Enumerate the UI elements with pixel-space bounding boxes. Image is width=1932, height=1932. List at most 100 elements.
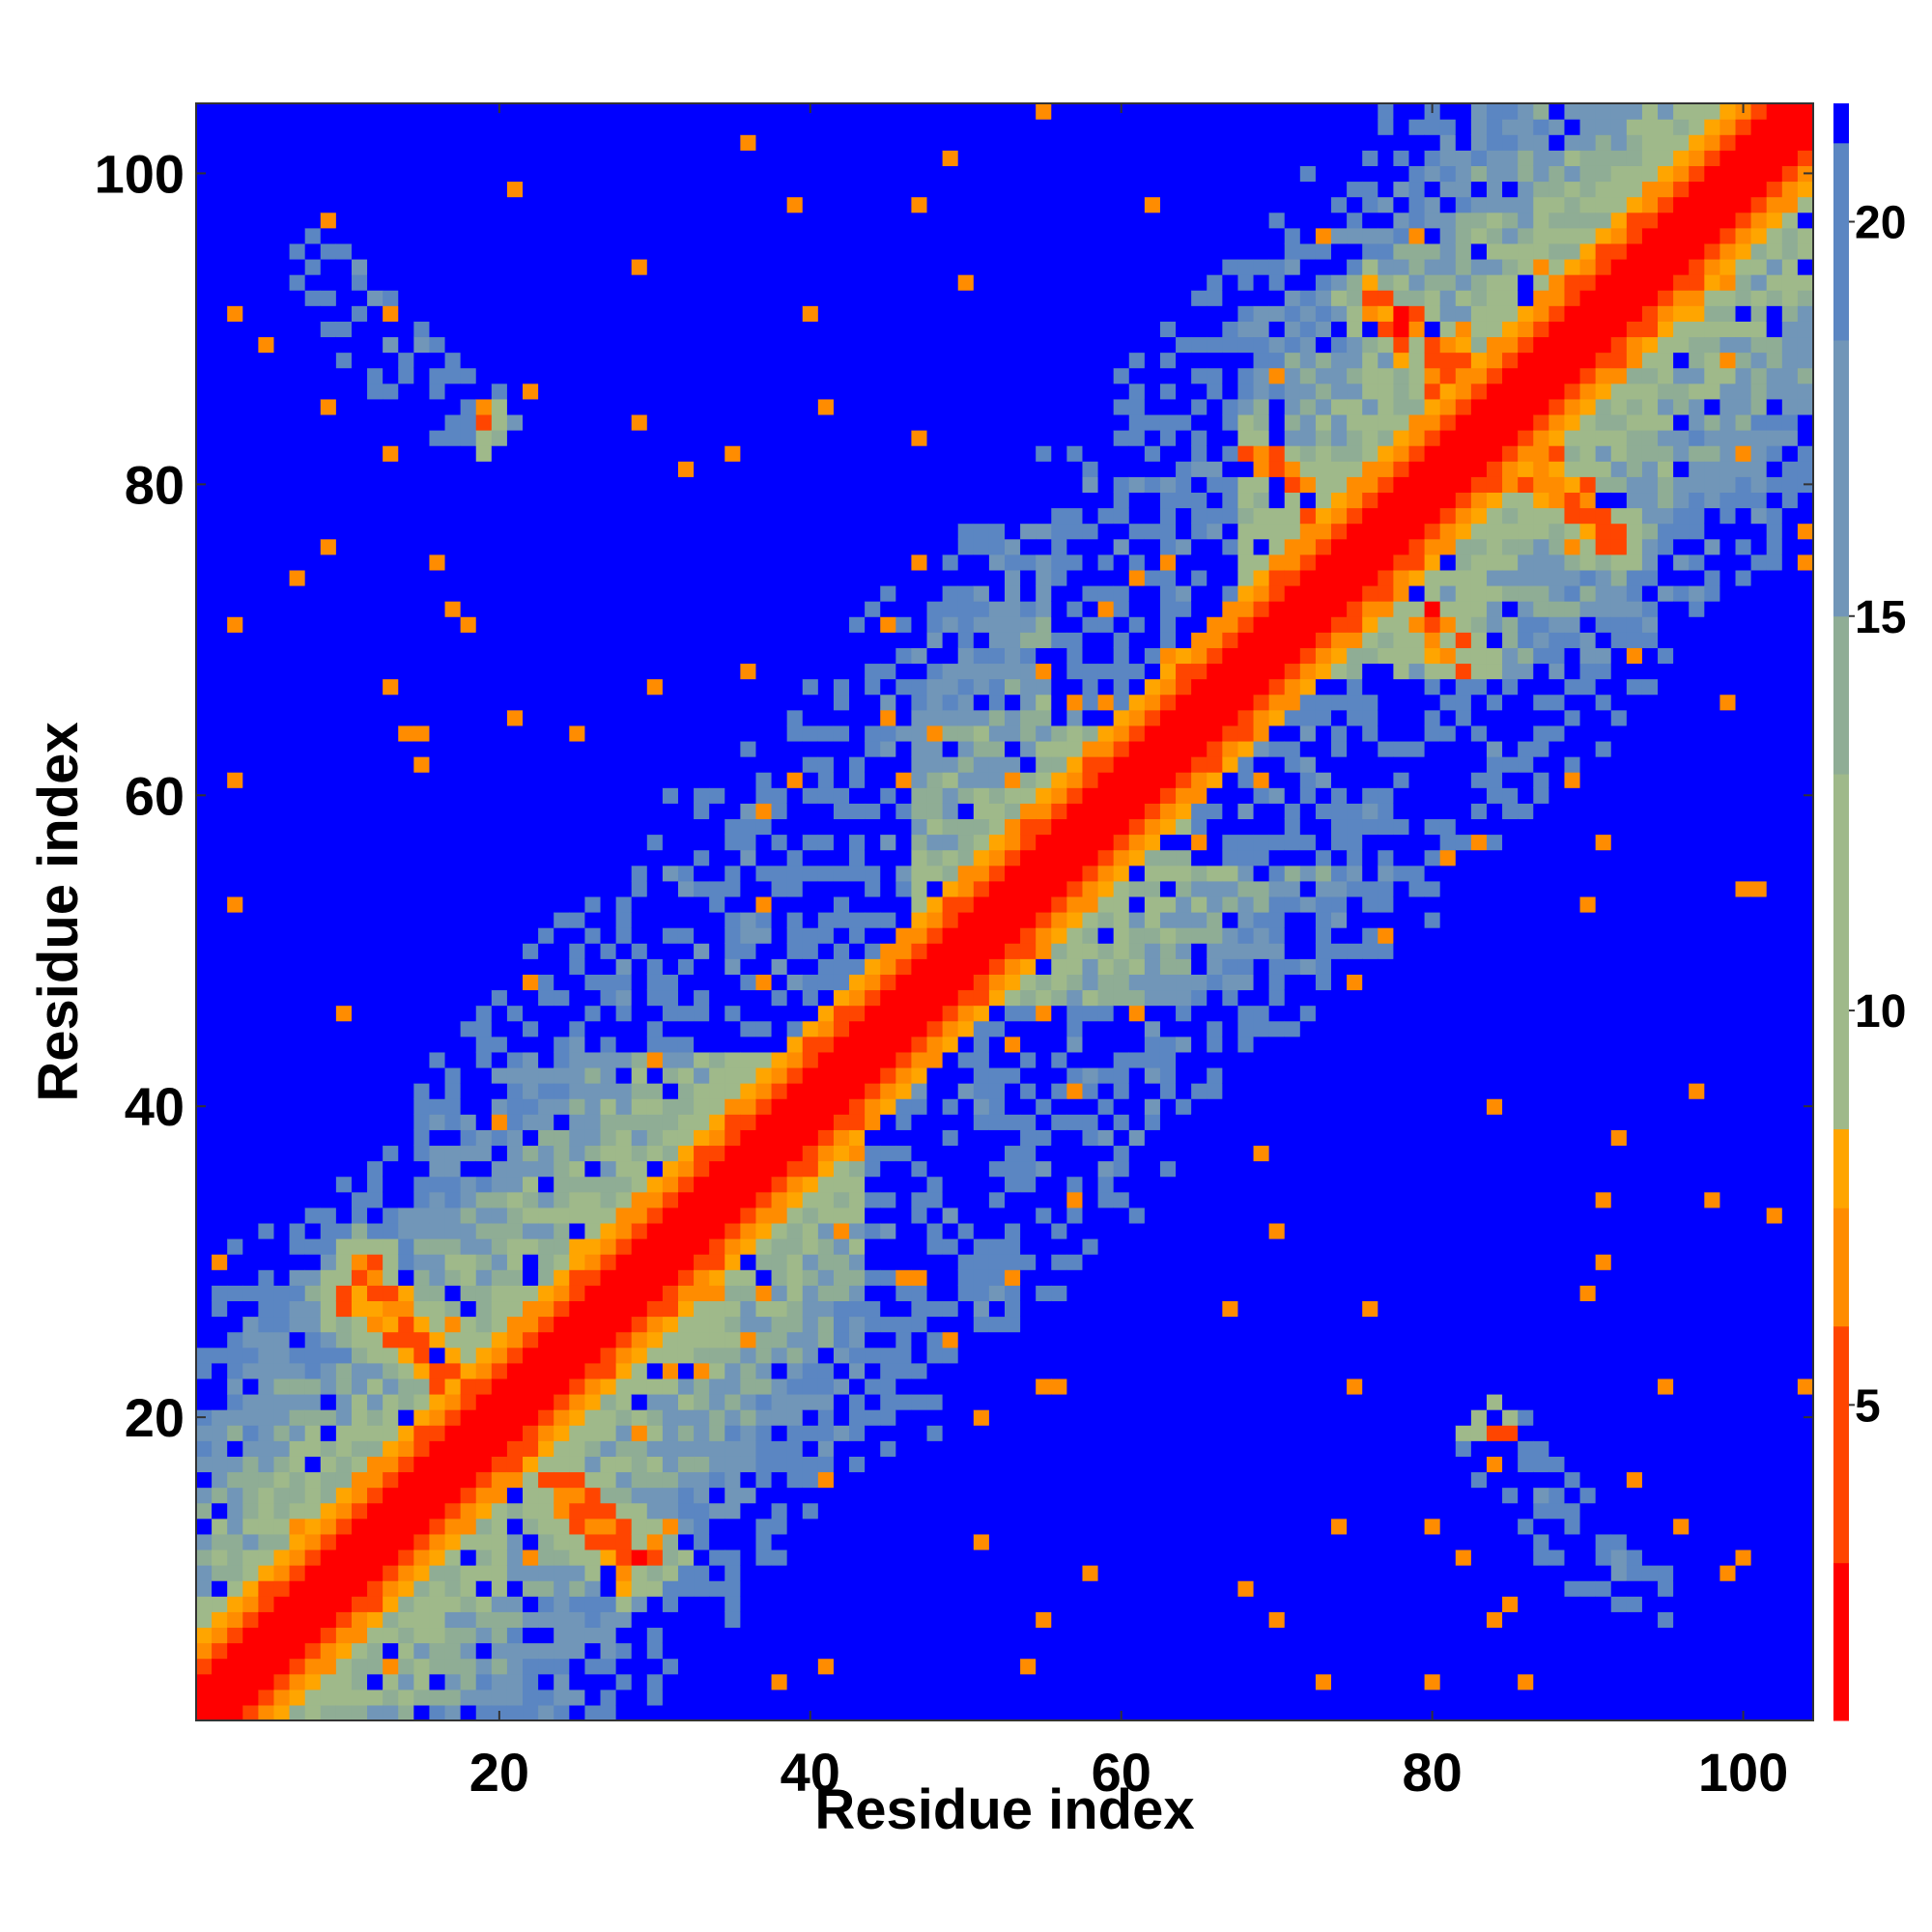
heatmap-cell [694, 196, 710, 213]
heatmap-cell [413, 1362, 431, 1379]
heatmap-cell [631, 927, 648, 944]
heatmap-cell [335, 663, 353, 680]
heatmap-cell [926, 1176, 944, 1193]
heatmap-cell [833, 413, 850, 431]
heatmap-cell [475, 1658, 493, 1675]
heatmap-cell [724, 927, 741, 944]
heatmap-cell [475, 476, 493, 494]
heatmap-cell [584, 632, 602, 648]
heatmap-cell [771, 336, 788, 354]
heatmap-cell [383, 740, 399, 757]
heatmap-cell [802, 1548, 819, 1566]
heatmap-cell [677, 1176, 695, 1193]
heatmap-cell [911, 880, 928, 897]
heatmap-cell [491, 1471, 508, 1489]
heatmap-cell [523, 242, 539, 260]
heatmap-cell [538, 305, 554, 322]
heatmap-cell [258, 290, 275, 306]
heatmap-cell [538, 880, 554, 897]
heatmap-cell [646, 1114, 664, 1130]
heatmap-cell [895, 1300, 913, 1318]
heatmap-cell [786, 1658, 804, 1675]
heatmap-cell [755, 1083, 773, 1099]
heatmap-cell [320, 989, 337, 1007]
heatmap-cell [786, 165, 804, 183]
heatmap-cell [849, 1207, 866, 1224]
heatmap-cell [351, 958, 368, 975]
heatmap-cell [833, 430, 850, 446]
heatmap-cell [911, 1518, 928, 1535]
heatmap-cell [242, 756, 259, 773]
heatmap-cell [817, 1254, 835, 1270]
heatmap-cell [351, 383, 368, 400]
heatmap-cell [786, 834, 804, 851]
heatmap-cell [724, 258, 741, 275]
heatmap-cell [491, 1425, 508, 1441]
heatmap-cell [523, 1114, 539, 1130]
heatmap-cell [724, 1098, 741, 1115]
heatmap-cell [289, 569, 306, 586]
heatmap-cell [413, 1440, 431, 1457]
heatmap-cell [506, 1393, 524, 1410]
heatmap-cell [413, 1393, 431, 1410]
heatmap-cell [429, 1083, 446, 1099]
heatmap-cell [335, 1083, 353, 1099]
heatmap-cell [444, 1596, 462, 1612]
heatmap-cell [817, 507, 835, 525]
heatmap-cell [304, 663, 322, 680]
heatmap-cell [615, 134, 633, 151]
heatmap-cell [802, 398, 819, 415]
heatmap-cell [631, 1580, 648, 1597]
heatmap-cell [383, 818, 399, 836]
heatmap-cell [865, 1238, 881, 1255]
heatmap-cell [677, 1487, 695, 1504]
heatmap-cell [569, 724, 586, 742]
heatmap-cell [926, 694, 944, 711]
heatmap-cell [833, 1145, 850, 1162]
heatmap-cell [771, 709, 788, 726]
heatmap-cell [429, 523, 446, 540]
heatmap-cell [895, 1487, 913, 1504]
heatmap-cell [227, 912, 243, 928]
heatmap-cell [694, 1300, 710, 1318]
heatmap-cell [709, 321, 725, 338]
heatmap-cell [865, 1409, 881, 1426]
heatmap-cell [740, 834, 757, 851]
heatmap-cell [865, 1689, 881, 1706]
heatmap-cell [351, 1269, 368, 1286]
heatmap-cell [694, 1627, 710, 1644]
heatmap-cell [554, 383, 570, 400]
heatmap-cell [273, 989, 291, 1007]
heatmap-cell [212, 212, 228, 229]
heatmap-cell [554, 1658, 570, 1675]
heatmap-cell [460, 476, 477, 494]
heatmap-cell [475, 196, 493, 213]
heatmap-cell [584, 227, 602, 244]
heatmap-cell [646, 150, 664, 166]
heatmap-cell [615, 1393, 633, 1410]
heatmap-cell [444, 943, 462, 959]
heatmap-cell [506, 274, 524, 291]
heatmap-cell [694, 1254, 710, 1270]
heatmap-cell [475, 709, 493, 726]
heatmap-cell [429, 569, 446, 586]
heatmap-cell [926, 709, 944, 726]
heatmap-cell [833, 1129, 850, 1147]
heatmap-cell [351, 632, 368, 648]
heatmap-cell [429, 1191, 446, 1208]
heatmap-cell [615, 1642, 633, 1660]
heatmap-cell [289, 119, 306, 135]
heatmap-cell [429, 756, 446, 773]
heatmap-cell [709, 1207, 725, 1224]
heatmap-cell [677, 1254, 695, 1270]
heatmap-cell [615, 1347, 633, 1364]
heatmap-cell [569, 818, 586, 836]
heatmap-cell [849, 1689, 866, 1706]
heatmap-cell [662, 632, 679, 648]
heatmap-cell [475, 461, 493, 477]
heatmap-cell [258, 1036, 275, 1053]
heatmap-cell [335, 1440, 353, 1457]
heatmap-cell [289, 1254, 306, 1270]
heatmap-cell [880, 212, 896, 229]
heatmap-cell [569, 584, 586, 602]
